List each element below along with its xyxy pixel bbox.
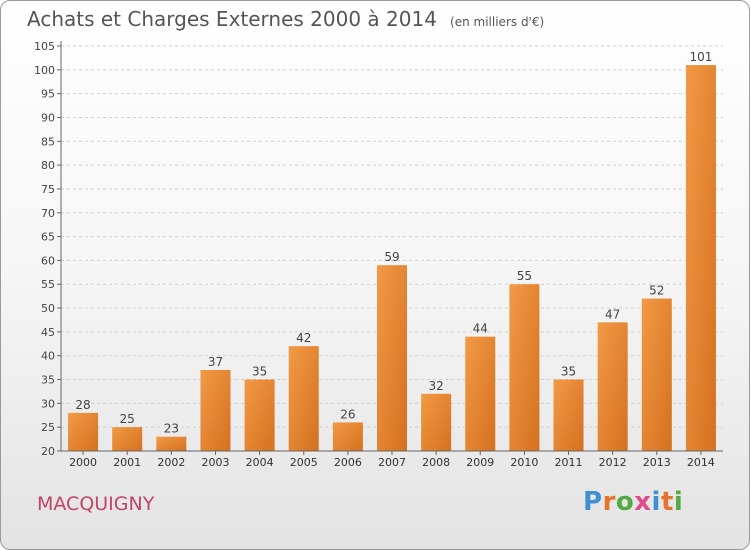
data-label-2011: 35 (561, 365, 576, 379)
logo-letter: i (673, 487, 684, 517)
y-tick-label: 100 (34, 64, 55, 77)
x-tick-label-2000: 2000 (69, 456, 97, 469)
logo-letter: P (583, 487, 603, 517)
bar-2002 (156, 436, 187, 451)
x-tick-label-2010: 2010 (510, 456, 538, 469)
data-label-2013: 52 (649, 284, 664, 298)
bar-2013 (641, 298, 672, 451)
data-label-2005: 42 (296, 331, 311, 345)
x-tick-label-2009: 2009 (466, 456, 494, 469)
bar-2001 (112, 427, 143, 451)
logo-letter: r (602, 487, 616, 517)
bar-2004 (244, 379, 275, 451)
y-tick-label: 55 (41, 278, 55, 291)
x-tick-label-2005: 2005 (290, 456, 318, 469)
data-label-2003: 37 (208, 355, 223, 369)
bar-2000 (68, 412, 99, 451)
chart-title: Achats et Charges Externes 2000 à 2014 (27, 7, 437, 31)
bar-2008 (421, 393, 452, 451)
x-tick-label-2011: 2011 (555, 456, 583, 469)
y-tick-label: 35 (41, 374, 55, 387)
logo-letter: i (651, 487, 661, 517)
proxiti-logo: Proxiti (583, 487, 683, 517)
bar-2012 (597, 322, 628, 451)
y-tick-label: 25 (41, 421, 55, 434)
city-name: MACQUIGNY (37, 493, 155, 515)
y-tick-label: 90 (41, 111, 55, 124)
y-tick-label: 45 (41, 326, 55, 339)
x-tick-label-2002: 2002 (157, 456, 185, 469)
bars: 28 25 23 37 35 42 26 59 32 44 55 35 47 52 101 (68, 50, 716, 451)
x-tick-label-2004: 2004 (246, 456, 274, 469)
data-label-2007: 59 (384, 250, 399, 264)
data-label-2009: 44 (473, 322, 488, 336)
y-tick-label: 85 (41, 135, 55, 148)
bar-2003 (200, 370, 231, 451)
x-tick-label-2003: 2003 (201, 456, 229, 469)
y-tick-label: 65 (41, 231, 55, 244)
x-tick-label-2001: 2001 (113, 456, 141, 469)
y-tick-label: 80 (41, 159, 55, 172)
data-label-2008: 32 (428, 379, 443, 393)
axes: 20 25 30 35 40 45 50 55 60 65 70 75 80 85 90 95 100 105 20… (34, 40, 723, 469)
y-tick-label: 70 (41, 207, 55, 220)
bar-2009 (465, 336, 496, 451)
y-tick-label: 75 (41, 183, 55, 196)
bar-2010 (509, 284, 540, 451)
x-tick-label-2013: 2013 (643, 456, 671, 469)
bar-2005 (288, 346, 319, 451)
data-label-2012: 47 (605, 307, 620, 321)
x-tick-label-2008: 2008 (422, 456, 450, 469)
logo-letter: t (660, 487, 674, 517)
x-tick-label-2007: 2007 (378, 456, 406, 469)
y-tick-label: 40 (41, 350, 55, 363)
bar-2006 (332, 422, 363, 451)
y-tick-label: 50 (41, 302, 55, 315)
bar-2014 (685, 65, 716, 451)
y-tick-label: 95 (41, 88, 55, 101)
data-label-2010: 55 (517, 269, 532, 283)
bar-2007 (377, 265, 407, 451)
data-label-2006: 26 (340, 407, 355, 421)
y-tick-label: 20 (41, 445, 55, 458)
y-tick-label: 105 (34, 40, 55, 53)
logo-letter: x (634, 487, 652, 517)
data-label-2014: 101 (689, 50, 712, 64)
y-tick-label: 30 (41, 397, 55, 410)
logo-letter: o (615, 487, 635, 517)
data-label-2004: 35 (252, 365, 267, 379)
x-tick-label-2012: 2012 (599, 456, 627, 469)
y-tick-label: 60 (41, 254, 55, 267)
bar-2011 (553, 379, 584, 451)
data-label-2002: 23 (164, 422, 179, 436)
chart-title-block: Achats et Charges Externes 2000 à 2014 (… (27, 7, 544, 31)
x-tick-label-2006: 2006 (334, 456, 362, 469)
chart-subtitle: (en milliers d'€) (450, 15, 545, 29)
x-tick-label-2014: 2014 (687, 456, 715, 469)
data-label-2001: 25 (120, 412, 135, 426)
data-label-2000: 28 (75, 398, 90, 412)
